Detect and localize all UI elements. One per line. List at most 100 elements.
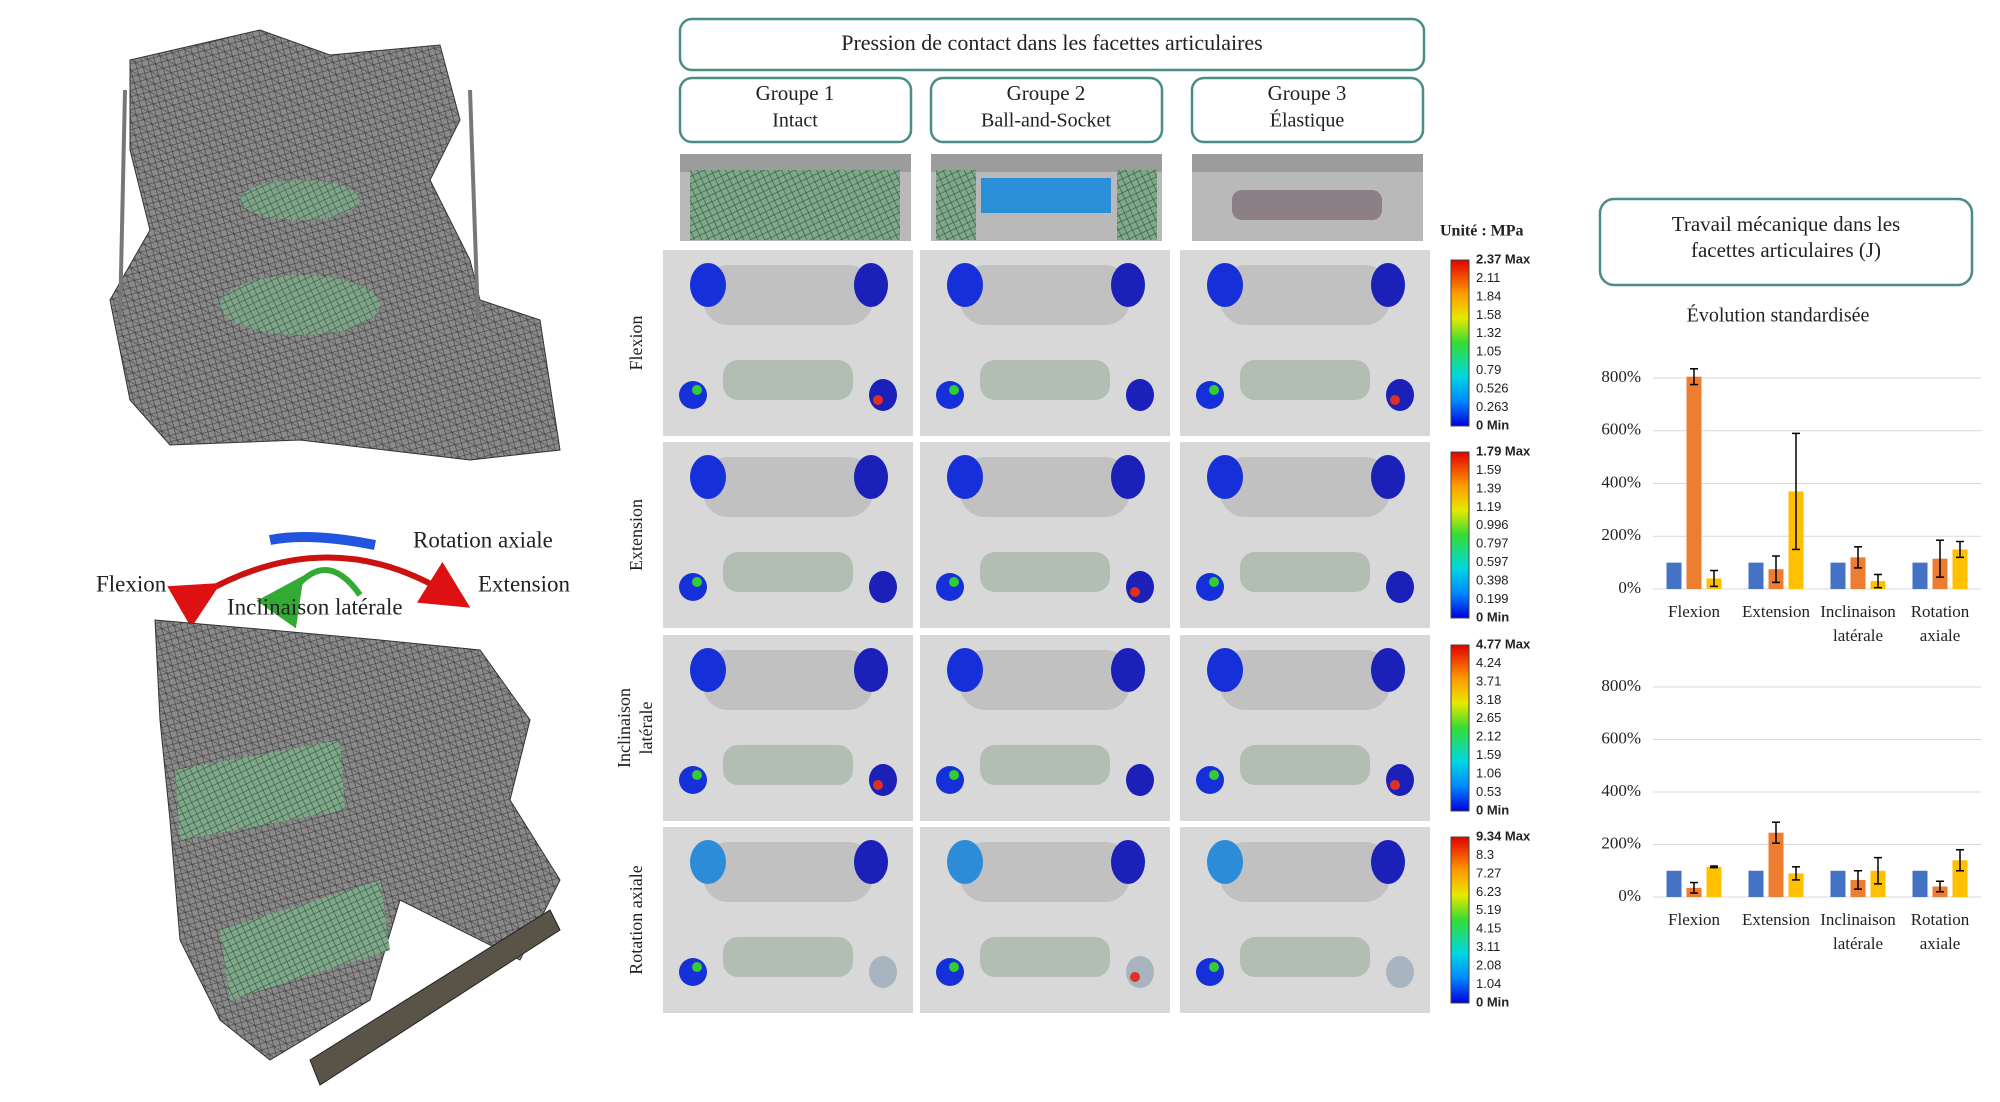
colorbar — [1450, 451, 1470, 619]
error-bar — [1772, 555, 1780, 584]
row-label: Flexion — [626, 315, 646, 370]
vertebra — [960, 650, 1130, 710]
vertebra — [960, 842, 1130, 902]
panel-title: Travail mécanique dans les facettes artic… — [1672, 212, 1900, 262]
hotspot — [949, 962, 959, 972]
bar — [1912, 562, 1928, 589]
facet — [1196, 958, 1224, 986]
group-box — [929, 76, 1164, 144]
colorbar-label: 4.24 — [1476, 655, 1501, 670]
hotspot — [692, 577, 702, 587]
facet — [1386, 764, 1414, 796]
hotspot — [692, 962, 702, 972]
bar — [1912, 870, 1928, 897]
disc — [980, 745, 1110, 785]
facet — [1371, 648, 1405, 692]
error-bar — [1874, 856, 1882, 885]
hotspot — [949, 770, 959, 780]
group-label: Élastique — [1270, 109, 1345, 132]
vertebra — [1220, 650, 1390, 710]
colorbar-label: 0.53 — [1476, 784, 1501, 799]
colorbar-label: 0.597 — [1476, 554, 1509, 569]
x-tick-label: Inclinaison latérale — [1820, 910, 1896, 953]
vertebra — [1220, 842, 1390, 902]
bar — [1952, 549, 1968, 589]
colorbar-label: 2.08 — [1476, 958, 1501, 973]
facet — [1111, 648, 1145, 692]
colorbar-label: 3.71 — [1476, 673, 1501, 688]
colorbar-label: 0.526 — [1476, 381, 1509, 396]
vertebra — [960, 457, 1130, 517]
colorbar-label: 2.37 Max — [1476, 251, 1531, 266]
group-name: Groupe 2 — [1007, 81, 1086, 105]
motion-label: Extension — [478, 571, 570, 596]
motion-label: Rotation axiale — [413, 527, 553, 552]
row-label: Extension — [626, 499, 646, 571]
y-tick-label: 800% — [1601, 676, 1641, 695]
colorbar-label: 0.199 — [1476, 591, 1509, 606]
colorbar-label: 0 Min — [1476, 802, 1509, 817]
group-box — [678, 76, 913, 144]
facet — [690, 648, 726, 692]
colorbar-label: 4.15 — [1476, 921, 1501, 936]
hotspot — [1130, 972, 1140, 982]
bar — [1706, 866, 1722, 897]
colorbar-label: 2.12 — [1476, 729, 1501, 744]
facet — [936, 958, 964, 986]
colorbar-label: 0.797 — [1476, 536, 1509, 551]
error-bar — [1956, 849, 1964, 872]
hotspot — [1209, 770, 1219, 780]
group-name: Groupe 1 — [756, 81, 835, 105]
facet — [1386, 956, 1414, 988]
disc — [980, 552, 1110, 592]
error-bar — [1956, 540, 1964, 559]
bar — [1748, 562, 1764, 589]
ball-socket — [981, 178, 1111, 213]
facet — [869, 956, 897, 988]
facet — [679, 381, 707, 409]
motion-label: Inclinaison latérale — [227, 594, 403, 619]
colorbar-label: 0.79 — [1476, 362, 1501, 377]
hotspot — [1209, 385, 1219, 395]
facet — [690, 455, 726, 499]
error-bar — [1936, 880, 1944, 893]
unit-label: Unité : MPa — [1440, 223, 1524, 240]
hotspot — [1130, 587, 1140, 597]
y-tick-label: 200% — [1601, 833, 1641, 852]
disc — [723, 745, 853, 785]
facet — [679, 958, 707, 986]
bar — [1850, 557, 1866, 589]
y-tick-label: 600% — [1601, 728, 1641, 747]
y-tick-label: 400% — [1601, 472, 1641, 491]
facet — [1371, 263, 1405, 307]
x-tick-label: Flexion — [1668, 602, 1720, 621]
facet — [1111, 840, 1145, 884]
colorbar-label: 0.263 — [1476, 399, 1509, 414]
facet — [1386, 379, 1414, 411]
hotspot — [1390, 780, 1400, 790]
error-bar — [1936, 539, 1944, 578]
facet — [1111, 455, 1145, 499]
facet — [947, 648, 983, 692]
facet — [869, 571, 897, 603]
facet — [679, 573, 707, 601]
facet — [936, 381, 964, 409]
colorbar-label: 0 Min — [1476, 417, 1509, 432]
facet — [690, 840, 726, 884]
error-bar — [1792, 432, 1800, 551]
facet — [1196, 381, 1224, 409]
colorbar-label: 6.23 — [1476, 884, 1501, 899]
hotspot — [873, 780, 883, 790]
facet — [854, 263, 888, 307]
colorbar-label: 1.05 — [1476, 344, 1501, 359]
title-box — [1598, 197, 1974, 287]
colorbar-label: 0.398 — [1476, 573, 1509, 588]
bar — [1686, 376, 1702, 589]
hotspot — [1209, 962, 1219, 972]
x-tick-label: Extension — [1742, 910, 1810, 929]
disc — [1117, 170, 1157, 240]
y-tick-label: 800% — [1601, 367, 1641, 386]
hotspot — [949, 385, 959, 395]
colorbar-label: 3.18 — [1476, 692, 1501, 707]
